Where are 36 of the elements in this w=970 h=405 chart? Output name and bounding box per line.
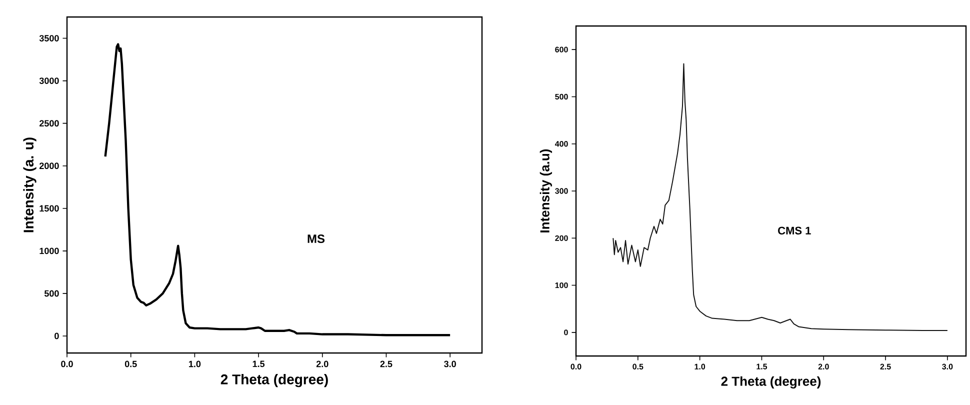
y-tick-label: 500 — [555, 94, 568, 100]
y-tick-label: 2500 — [39, 120, 59, 127]
line-series — [612, 63, 948, 332]
y-tick-label: 100 — [555, 282, 568, 288]
x-tick-label: 1.0 — [189, 360, 201, 368]
y-axis-title: Intensity (a. u) — [23, 138, 36, 232]
x-axis-title: 2 Theta (degree) — [721, 376, 821, 389]
x-tick-label: 3.0 — [444, 360, 456, 368]
x-tick-label: 3.0 — [942, 364, 953, 370]
x-tick-label: 1.5 — [756, 364, 768, 370]
y-tick-label: 0 — [54, 332, 59, 340]
y-tick-label: 400 — [554, 141, 568, 147]
y-tick-label: 3500 — [39, 35, 59, 42]
annotation: CMS 1 — [778, 226, 811, 234]
y-tick-label: 3000 — [39, 78, 59, 84]
x-tick-label: 2.0 — [316, 360, 328, 368]
x-tick-label: 2.5 — [880, 364, 891, 370]
x-tick-label: 0.5 — [124, 360, 137, 368]
y-tick-label: 500 — [44, 290, 59, 297]
x-tick-label: 2.0 — [818, 364, 829, 370]
annotation: MS — [308, 234, 325, 243]
y-tick-label: 200 — [555, 235, 568, 241]
y-tick-label: 1000 — [40, 248, 59, 254]
y-tick-label: 0 — [564, 330, 568, 336]
x-tick-label: 0.0 — [570, 364, 582, 370]
y-tick-label: 2000 — [39, 162, 59, 170]
x-tick-label: 1.0 — [694, 364, 706, 370]
y-axis-title: Intensity (a.u) — [540, 149, 552, 232]
x-tick-label: 1.5 — [252, 360, 265, 368]
x-tick-label: 2.5 — [380, 360, 392, 368]
y-tick-label: 1500 — [40, 205, 59, 212]
x-tick-label: 0.0 — [61, 360, 73, 368]
x-axis-title: 2 Theta (degree) — [220, 374, 328, 388]
y-tick-label: 600 — [555, 46, 568, 52]
x-tick-label: 0.5 — [632, 364, 644, 370]
y-tick-label: 300 — [555, 188, 568, 194]
